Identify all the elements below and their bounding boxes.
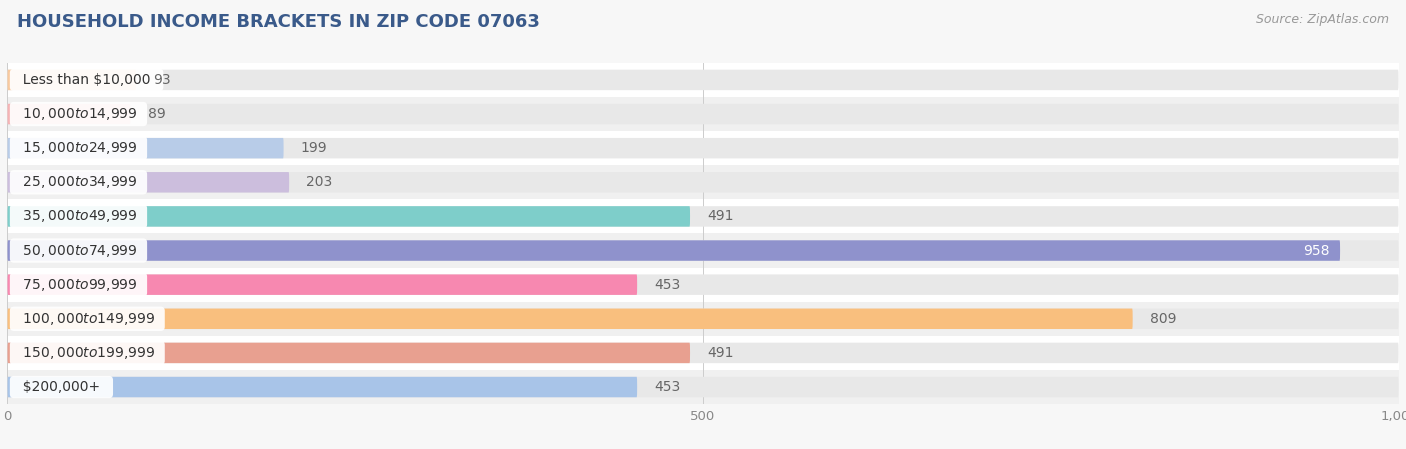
FancyBboxPatch shape xyxy=(7,138,1399,158)
Bar xyxy=(7,97,1399,131)
FancyBboxPatch shape xyxy=(7,274,1399,295)
Text: 491: 491 xyxy=(707,209,734,224)
FancyBboxPatch shape xyxy=(7,377,1399,397)
Text: Less than $10,000: Less than $10,000 xyxy=(14,73,159,87)
FancyBboxPatch shape xyxy=(7,206,1399,227)
Text: 958: 958 xyxy=(1303,243,1330,258)
Text: $150,000 to $199,999: $150,000 to $199,999 xyxy=(14,345,160,361)
Bar xyxy=(7,370,1399,404)
Bar xyxy=(7,165,1399,199)
FancyBboxPatch shape xyxy=(7,308,1133,329)
Text: 89: 89 xyxy=(148,107,166,121)
Text: $200,000+: $200,000+ xyxy=(14,380,108,394)
Bar xyxy=(7,199,1399,233)
Text: $25,000 to $34,999: $25,000 to $34,999 xyxy=(14,174,143,190)
FancyBboxPatch shape xyxy=(7,104,131,124)
FancyBboxPatch shape xyxy=(7,377,637,397)
FancyBboxPatch shape xyxy=(7,308,1399,329)
Bar xyxy=(7,302,1399,336)
Bar xyxy=(7,336,1399,370)
Text: 203: 203 xyxy=(307,175,333,189)
FancyBboxPatch shape xyxy=(7,240,1399,261)
Text: Source: ZipAtlas.com: Source: ZipAtlas.com xyxy=(1256,13,1389,26)
Text: 491: 491 xyxy=(707,346,734,360)
FancyBboxPatch shape xyxy=(7,343,690,363)
Bar xyxy=(7,268,1399,302)
Text: 199: 199 xyxy=(301,141,328,155)
Text: 453: 453 xyxy=(654,380,681,394)
FancyBboxPatch shape xyxy=(7,343,1399,363)
FancyBboxPatch shape xyxy=(7,70,136,90)
Bar xyxy=(7,131,1399,165)
Text: $10,000 to $14,999: $10,000 to $14,999 xyxy=(14,106,143,122)
Text: $35,000 to $49,999: $35,000 to $49,999 xyxy=(14,208,143,224)
Text: $75,000 to $99,999: $75,000 to $99,999 xyxy=(14,277,143,293)
FancyBboxPatch shape xyxy=(7,138,284,158)
FancyBboxPatch shape xyxy=(7,240,1340,261)
Text: 453: 453 xyxy=(654,277,681,292)
FancyBboxPatch shape xyxy=(7,206,690,227)
Bar xyxy=(7,63,1399,97)
FancyBboxPatch shape xyxy=(7,172,1399,193)
FancyBboxPatch shape xyxy=(7,70,1399,90)
FancyBboxPatch shape xyxy=(7,104,1399,124)
Bar xyxy=(7,233,1399,268)
Text: 93: 93 xyxy=(153,73,170,87)
FancyBboxPatch shape xyxy=(7,274,637,295)
Text: $100,000 to $149,999: $100,000 to $149,999 xyxy=(14,311,160,327)
Text: $50,000 to $74,999: $50,000 to $74,999 xyxy=(14,242,143,259)
Text: HOUSEHOLD INCOME BRACKETS IN ZIP CODE 07063: HOUSEHOLD INCOME BRACKETS IN ZIP CODE 07… xyxy=(17,13,540,31)
Text: 809: 809 xyxy=(1150,312,1177,326)
FancyBboxPatch shape xyxy=(7,172,290,193)
Text: $15,000 to $24,999: $15,000 to $24,999 xyxy=(14,140,143,156)
